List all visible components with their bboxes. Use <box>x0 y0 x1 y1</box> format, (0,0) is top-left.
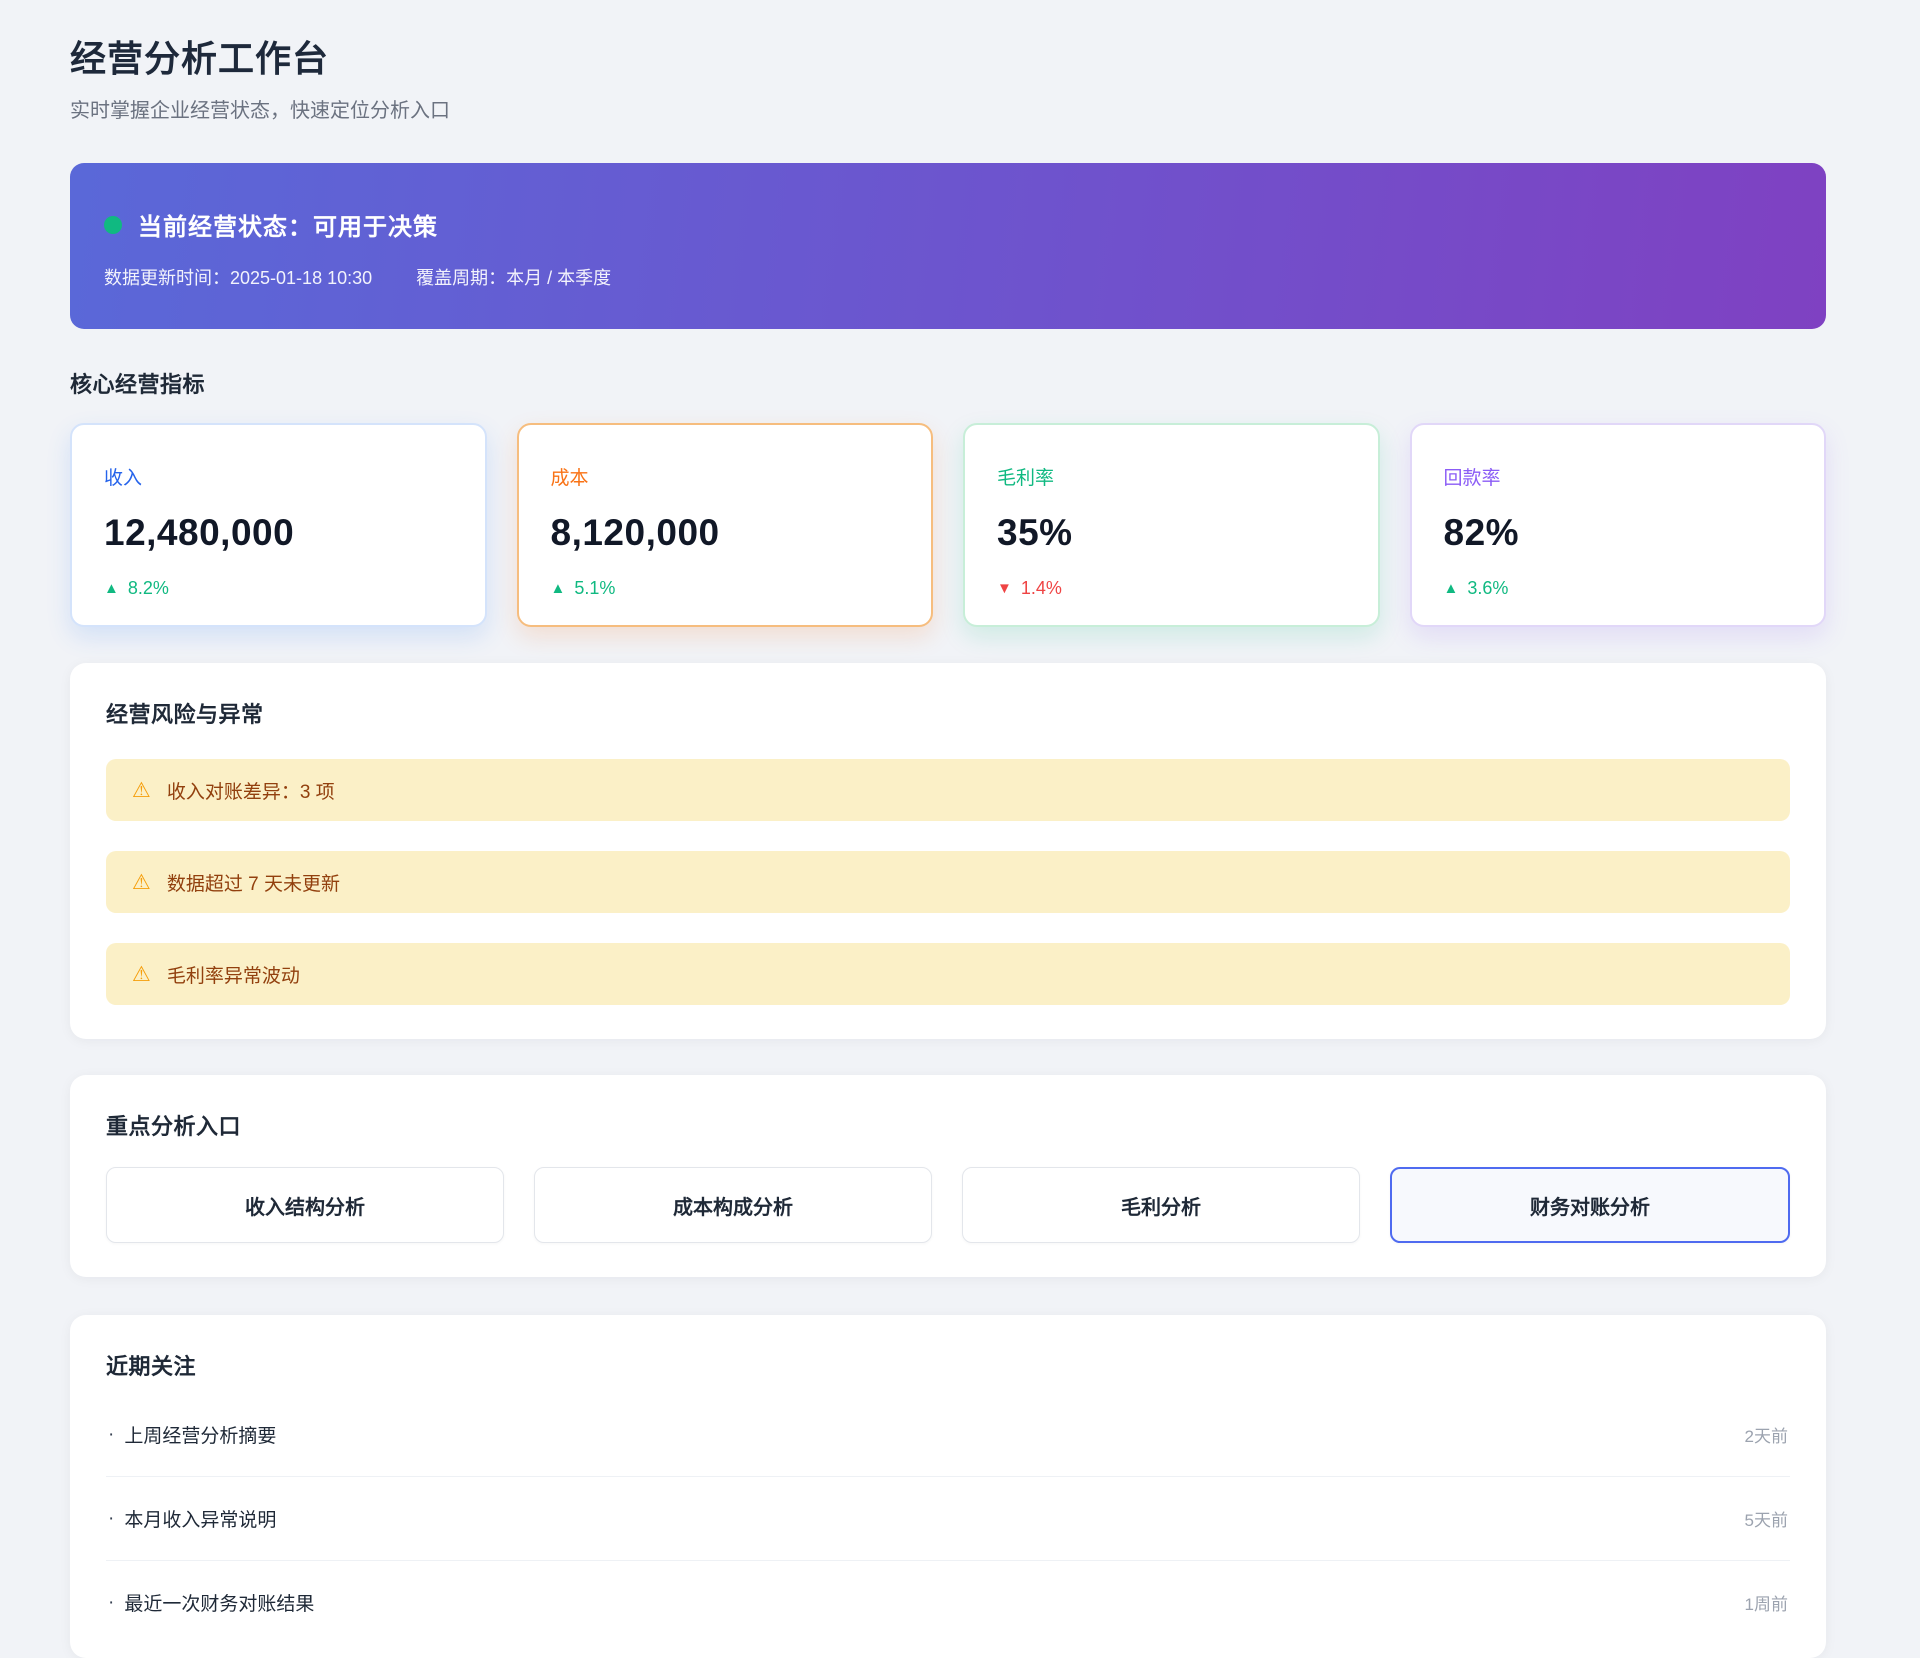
kpi-trend-value: 3.6% <box>1467 578 1509 598</box>
recent-item-revenue-anomaly[interactable]: · 本月收入异常说明 5天前 <box>106 1477 1790 1561</box>
kpi-value-gross-margin: 35% <box>997 512 1073 553</box>
kpi-trend-value: 5.1% <box>574 578 616 598</box>
recent-list: · 上周经营分析摘要 2天前 · 本月收入异常说明 5天前 · 最近一次财务对账… <box>106 1393 1790 1644</box>
entry-button-gross-margin[interactable]: 毛利分析 <box>962 1167 1360 1243</box>
kpi-card-revenue[interactable]: 收入 12,480,000 ▲ 8.2% <box>70 423 487 627</box>
page-subtitle: 实时掌握企业经营状态，快速定位分析入口 <box>70 100 450 122</box>
recent-item-label: · 最近一次财务对账结果 <box>108 1589 314 1616</box>
trend-up-icon: ▲ <box>1443 580 1459 597</box>
recent-item-text: 上周经营分析摘要 <box>124 1426 277 1447</box>
kpi-label-cost: 成本 <box>550 468 589 489</box>
alert-stale-data[interactable]: ⚠ 数据超过 7 天未更新 <box>106 851 1790 913</box>
kpi-trend-collection-rate: ▲ 3.6% <box>1444 578 1793 599</box>
alert-income-reconciliation[interactable]: ⚠ 收入对账差异：3 项 <box>106 759 1790 821</box>
warning-icon: ⚠ <box>132 870 151 894</box>
recent-item-label: · 上周经营分析摘要 <box>108 1421 276 1448</box>
status-dot-icon <box>104 215 122 234</box>
warning-icon: ⚠ <box>132 962 151 986</box>
kpi-label-collection-rate: 回款率 <box>1443 468 1501 489</box>
status-banner: 当前经营状态：可用于决策 数据更新时间：2025-01-18 10:30 覆盖周… <box>70 163 1826 329</box>
trend-down-icon: ▼ <box>997 580 1012 597</box>
status-banner-headline: 当前经营状态：可用于决策 <box>104 207 1788 242</box>
coverage-period: 覆盖周期：本月 / 本季度 <box>416 268 612 288</box>
entry-button-financial-reconciliation[interactable]: 财务对账分析 <box>1390 1167 1790 1243</box>
bullet-icon: · <box>108 1423 115 1445</box>
kpi-trend-value: 8.2% <box>127 578 169 598</box>
trend-up-icon: ▲ <box>550 580 566 597</box>
analysis-entry-section: 重点分析入口 收入结构分析 成本构成分析 毛利分析 财务对账分析 <box>70 1075 1826 1277</box>
kpi-trend-value: 1.4% <box>1020 578 1062 598</box>
entry-buttons-row: 收入结构分析 成本构成分析 毛利分析 财务对账分析 <box>106 1167 1790 1243</box>
kpi-trend-gross-margin: ▼ 1.4% <box>997 578 1346 599</box>
kpi-value-cost: 8,120,000 <box>550 512 720 553</box>
alert-text: 数据超过 7 天未更新 <box>166 873 340 895</box>
kpi-label-revenue: 收入 <box>104 468 143 489</box>
kpi-label-gross-margin: 毛利率 <box>997 468 1055 489</box>
alert-text: 收入对账差异：3 项 <box>166 781 335 803</box>
kpi-card-collection-rate[interactable]: 回款率 82% ▲ 3.6% <box>1409 423 1826 627</box>
page-title: 经营分析工作台 <box>70 38 330 79</box>
bullet-icon: · <box>108 1591 115 1613</box>
kpi-trend-cost: ▲ 5.1% <box>551 578 900 599</box>
risk-section-title: 经营风险与异常 <box>106 702 264 727</box>
recent-item-time: 1周前 <box>1744 1595 1788 1614</box>
entry-button-cost-composition[interactable]: 成本构成分析 <box>534 1167 932 1243</box>
recent-item-text: 本月收入异常说明 <box>124 1510 277 1531</box>
recent-item-reconciliation-result[interactable]: · 最近一次财务对账结果 1周前 <box>106 1561 1790 1644</box>
risk-section: 经营风险与异常 ⚠ 收入对账差异：3 项 ⚠ 数据超过 7 天未更新 ⚠ 毛利率… <box>70 663 1826 1039</box>
recent-item-text: 最近一次财务对账结果 <box>124 1594 315 1615</box>
kpi-trend-revenue: ▲ 8.2% <box>104 578 453 599</box>
alert-gross-margin-fluctuation[interactable]: ⚠ 毛利率异常波动 <box>106 943 1790 1005</box>
entry-button-revenue-structure[interactable]: 收入结构分析 <box>106 1167 504 1243</box>
entry-section-title: 重点分析入口 <box>106 1114 242 1139</box>
status-text: 当前经营状态：可用于决策 <box>138 214 438 241</box>
data-updated-time: 数据更新时间：2025-01-18 10:30 <box>104 268 373 288</box>
warning-icon: ⚠ <box>132 778 151 802</box>
alert-text: 毛利率异常波动 <box>166 965 300 987</box>
recent-section-title: 近期关注 <box>106 1354 197 1379</box>
kpi-card-cost[interactable]: 成本 8,120,000 ▲ 5.1% <box>516 423 933 627</box>
page-header: 经营分析工作台 实时掌握企业经营状态，快速定位分析入口 <box>70 30 1826 123</box>
kpi-value-collection-rate: 82% <box>1443 512 1520 553</box>
recent-item-time: 2天前 <box>1744 1427 1788 1446</box>
dashboard-page: 经营分析工作台 实时掌握企业经营状态，快速定位分析入口 当前经营状态：可用于决策… <box>70 30 1826 1658</box>
recent-item-time: 5天前 <box>1744 1511 1788 1530</box>
kpi-cards-row: 收入 12,480,000 ▲ 8.2% 成本 8,120,000 ▲ 5.1%… <box>70 423 1826 627</box>
trend-up-icon: ▲ <box>104 580 119 597</box>
kpi-section-title: 核心经营指标 <box>70 372 206 397</box>
status-banner-meta: 数据更新时间：2025-01-18 10:30 覆盖周期：本月 / 本季度 <box>104 264 1788 290</box>
bullet-icon: · <box>108 1507 115 1529</box>
kpi-card-gross-margin[interactable]: 毛利率 35% ▼ 1.4% <box>963 423 1380 627</box>
recent-section: 近期关注 · 上周经营分析摘要 2天前 · 本月收入异常说明 5天前 · 最近 <box>70 1315 1826 1658</box>
kpi-value-revenue: 12,480,000 <box>104 512 295 553</box>
recent-item-weekly-summary[interactable]: · 上周经营分析摘要 2天前 <box>106 1393 1790 1477</box>
recent-item-label: · 本月收入异常说明 <box>108 1505 276 1532</box>
